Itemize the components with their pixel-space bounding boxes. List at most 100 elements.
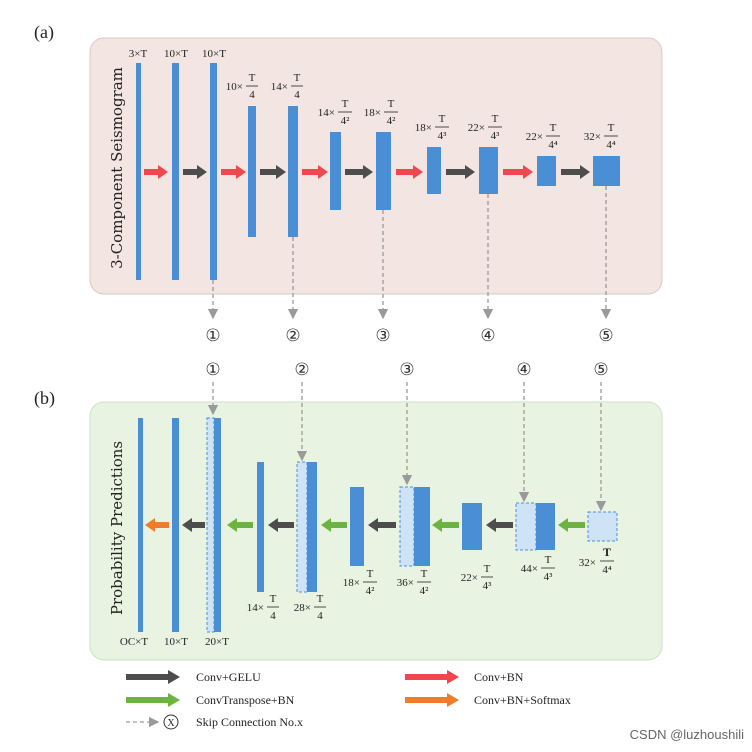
layer-a10	[537, 156, 556, 186]
skip-label-2: ②	[285, 326, 300, 346]
svg-text:4⁴: 4⁴	[606, 139, 616, 151]
layer-b7	[414, 487, 430, 566]
svg-text:Skip Connection No.x: Skip Connection No.x	[196, 715, 303, 729]
svg-text:T: T	[439, 113, 446, 125]
legend: Conv+GELU Conv+BN ConvTranspose+BN Conv+…	[126, 670, 571, 730]
svg-text:18×: 18×	[415, 122, 432, 134]
skip-label-1: ①	[205, 326, 220, 346]
svg-text:4³: 4³	[544, 571, 554, 583]
skip-label-4: ④	[480, 326, 495, 346]
svg-text:14×: 14×	[318, 107, 335, 119]
arrow-convtranspose-bn	[321, 518, 347, 532]
svg-text:T: T	[270, 593, 277, 605]
legend-arrow-bn-icon	[405, 670, 459, 684]
legend-arrow-transpose-icon	[126, 693, 180, 707]
arrow-conv-bn	[144, 165, 168, 179]
svg-text:X: X	[167, 718, 175, 729]
svg-text:T: T	[608, 122, 615, 134]
layer-b4	[257, 462, 264, 592]
arrow-conv-bn	[221, 165, 246, 179]
layer-a11	[593, 156, 620, 186]
dim-label-a7: 18× T 4²	[364, 98, 398, 127]
panel-b-background	[89, 401, 663, 661]
svg-text:4³: 4³	[483, 580, 493, 592]
arrow-convtranspose-bn	[558, 518, 585, 532]
skip-label-5: ⑤	[593, 360, 608, 380]
arrow-conv-bn	[396, 165, 423, 179]
skip-label-3: ③	[375, 326, 390, 346]
dim-label-a10: 22× T 4⁴	[526, 122, 560, 151]
layer-b3-skip	[206, 417, 215, 633]
arrow-conv-bn-softmax	[145, 518, 169, 532]
panel-a-arrows	[144, 165, 590, 179]
dim-label-a4: 10× T 4	[226, 72, 258, 101]
panel-b-layers	[138, 417, 618, 633]
panel-a-label: (a)	[34, 22, 54, 42]
svg-text:32×: 32×	[584, 131, 601, 143]
dim-label-b5: 28× T 4	[294, 593, 326, 622]
dim-label-a3: 10×T	[202, 48, 226, 60]
arrow-conv-gelu	[183, 165, 207, 179]
svg-text:4²: 4²	[366, 585, 376, 597]
dim-label-b10: 32× T 4⁴	[579, 545, 614, 576]
dim-label-a8: 18× T 4³	[415, 113, 449, 142]
legend-arrow-gelu-icon	[126, 670, 180, 684]
skip-label-3: ③	[399, 360, 414, 380]
dim-label-a2: 10×T	[164, 48, 188, 60]
svg-text:4²: 4²	[341, 115, 351, 127]
svg-text:28×: 28×	[294, 602, 311, 614]
legend-skip-circle-icon	[163, 714, 179, 730]
svg-text:T: T	[492, 113, 499, 125]
arrow-conv-gelu	[368, 518, 396, 532]
skip-label-2: ②	[294, 360, 309, 380]
dim-label-b1: OC×T	[120, 636, 148, 648]
layer-a9	[479, 147, 498, 194]
dim-label-b3: 20×T	[205, 636, 229, 648]
panel-b-dim-labels: OC×T 10×T 20×T 14× T 4 28× T 4 18× T 4² …	[120, 545, 614, 648]
svg-text:Conv+BN+Softmax: Conv+BN+Softmax	[474, 693, 571, 707]
dim-label-b8: 22× T 4³	[461, 563, 493, 592]
layer-b5-skip	[296, 461, 308, 593]
svg-text:36×: 36×	[397, 577, 414, 589]
arrow-convtranspose-bn	[432, 518, 459, 532]
layer-b9-skip	[515, 502, 537, 551]
arrow-conv-gelu	[446, 165, 475, 179]
svg-text:T: T	[421, 568, 428, 580]
svg-text:4⁴: 4⁴	[548, 139, 558, 151]
panel-b-skip-numbers: ① ② ③ ④ ⑤	[205, 360, 608, 380]
layer-a7	[376, 132, 391, 210]
skip-label-1: ①	[205, 360, 220, 380]
svg-text:T: T	[317, 593, 324, 605]
svg-text:4: 4	[294, 89, 300, 101]
legend-arrow-softmax-icon	[405, 693, 459, 707]
dim-label-b2: 10×T	[164, 636, 188, 648]
layer-a8	[427, 147, 441, 194]
svg-text:T: T	[342, 98, 349, 110]
layer-a3	[210, 63, 217, 280]
layer-a2	[172, 63, 179, 280]
layer-b5	[307, 462, 317, 592]
arrow-conv-gelu	[260, 165, 286, 179]
svg-text:4: 4	[317, 610, 323, 622]
panel-a-skip-numbers: ① ② ③ ④ ⑤	[205, 326, 613, 346]
arrow-conv-gelu	[345, 165, 373, 179]
svg-text:18×: 18×	[343, 577, 360, 589]
svg-text:10×: 10×	[226, 81, 243, 93]
svg-text:4: 4	[249, 89, 255, 101]
svg-text:T: T	[603, 545, 611, 559]
skip-label-4: ④	[516, 360, 531, 380]
layer-b9	[536, 503, 555, 550]
svg-text:T: T	[294, 72, 301, 84]
svg-text:T: T	[550, 122, 557, 134]
dim-label-a11: 32× T 4⁴	[584, 122, 618, 151]
legend-convtranspose-bn: ConvTranspose+BN	[126, 693, 295, 707]
panel-b-label: (b)	[34, 388, 55, 408]
svg-text:T: T	[545, 554, 552, 566]
watermark: CSDN @luzhoushili	[629, 727, 744, 742]
arrow-conv-bn	[302, 165, 328, 179]
arrow-conv-gelu	[486, 518, 513, 532]
panel-b-title: Probability Predictions	[108, 441, 126, 615]
svg-text:4²: 4²	[420, 585, 430, 597]
dim-label-a9: 22× T 4³	[468, 113, 502, 142]
